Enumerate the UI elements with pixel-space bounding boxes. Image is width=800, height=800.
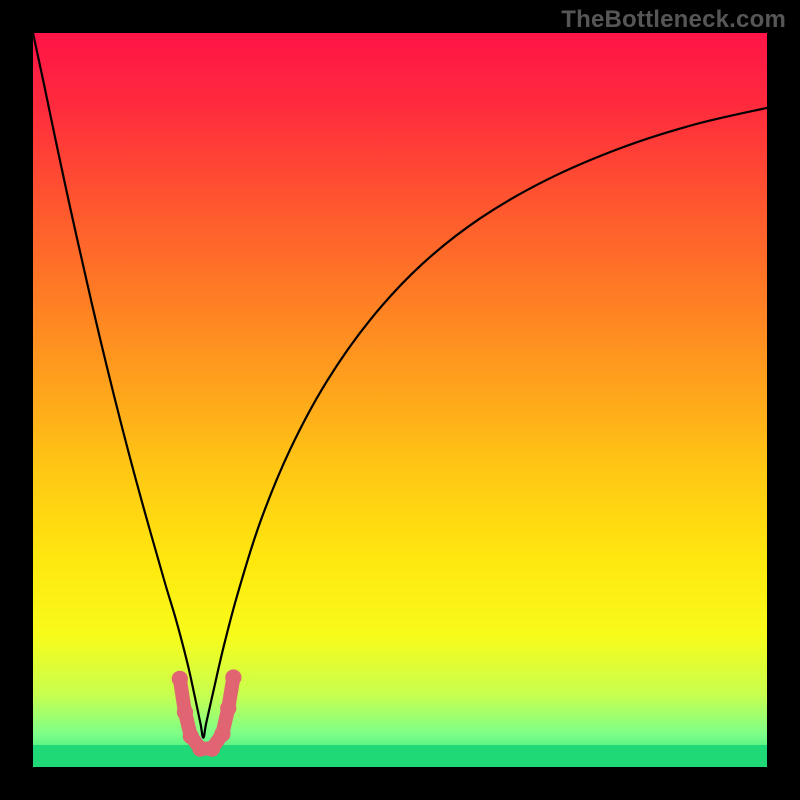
chart-root: TheBottleneck.com — [0, 0, 800, 800]
watermark-text: TheBottleneck.com — [561, 6, 786, 34]
bottleneck-chart-svg — [33, 33, 767, 767]
green-band — [33, 745, 767, 767]
gradient-background — [33, 33, 767, 767]
plot-area — [33, 33, 767, 767]
